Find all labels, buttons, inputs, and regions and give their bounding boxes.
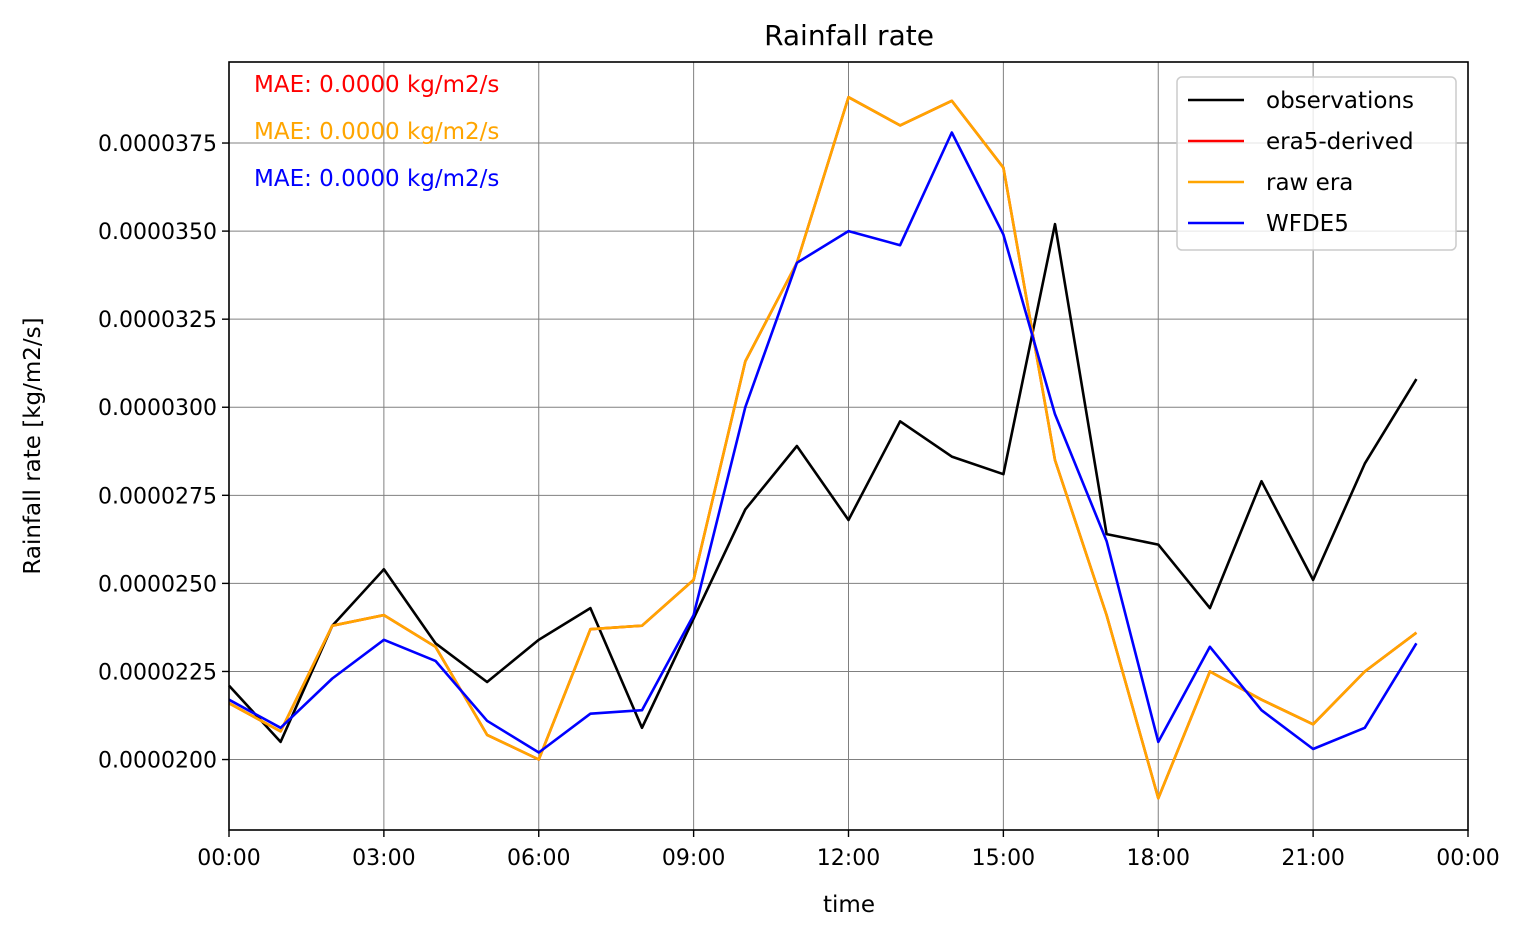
series-line-raw-era <box>228 95 1418 800</box>
legend-label: era5-derived <box>1266 129 1414 155</box>
mae-annotation: MAE: 0.0000 kg/m2/s <box>254 119 499 145</box>
x-tick-label: 09:00 <box>662 846 725 871</box>
x-tick-label: 15:00 <box>972 846 1035 871</box>
x-tick-label: 00:00 <box>197 846 260 871</box>
legend: observations era5-derived raw era WFDE5 <box>1176 76 1457 251</box>
x-tick-label: 00:00 <box>1436 846 1499 871</box>
y-axis-label: Rainfall rate [kg/m2/s] <box>20 317 46 574</box>
mae-annotation: MAE: 0.0000 kg/m2/s <box>254 166 499 192</box>
legend-box <box>1176 76 1457 251</box>
series-line-wfde5 <box>228 131 1418 754</box>
y-tick-label: 0.0000375 <box>98 132 217 157</box>
y-tick-label: 0.0000275 <box>98 484 217 509</box>
chart-title: Rainfall rate <box>764 19 934 52</box>
legend-label: WFDE5 <box>1266 211 1349 237</box>
x-tick-label: 12:00 <box>817 846 880 871</box>
grid <box>228 62 1469 830</box>
y-tick-label: 0.0000250 <box>98 572 217 597</box>
y-tick-label: 0.0000300 <box>98 396 217 421</box>
y-tick-label: 0.0000350 <box>98 220 217 245</box>
x-axis-label: time <box>823 892 875 918</box>
y-axis-ticks: 0.0000200 0.0000225 0.0000250 0.0000275 0.00… <box>98 132 229 774</box>
x-tick-label: 03:00 <box>352 846 415 871</box>
x-axis-ticks: 00:00 03:00 06:00 09:00 12:00 15:00 18:00 21:00… <box>197 830 1500 871</box>
mae-annotation: MAE: 0.0000 kg/m2/s <box>254 72 499 98</box>
y-tick-label: 0.0000225 <box>98 660 217 685</box>
x-tick-label: 21:00 <box>1281 846 1344 871</box>
series-line-observations <box>228 222 1418 744</box>
legend-label: raw era <box>1266 170 1353 196</box>
legend-label: observations <box>1266 88 1414 114</box>
y-tick-label: 0.0000200 <box>98 749 217 774</box>
x-tick-label: 18:00 <box>1127 846 1190 871</box>
x-tick-label: 06:00 <box>507 846 570 871</box>
series-lines <box>228 95 1418 800</box>
y-tick-label: 0.0000325 <box>98 308 217 333</box>
mae-annotations: MAE: 0.0000 kg/m2/s MAE: 0.0000 kg/m2/s MA… <box>254 72 499 192</box>
